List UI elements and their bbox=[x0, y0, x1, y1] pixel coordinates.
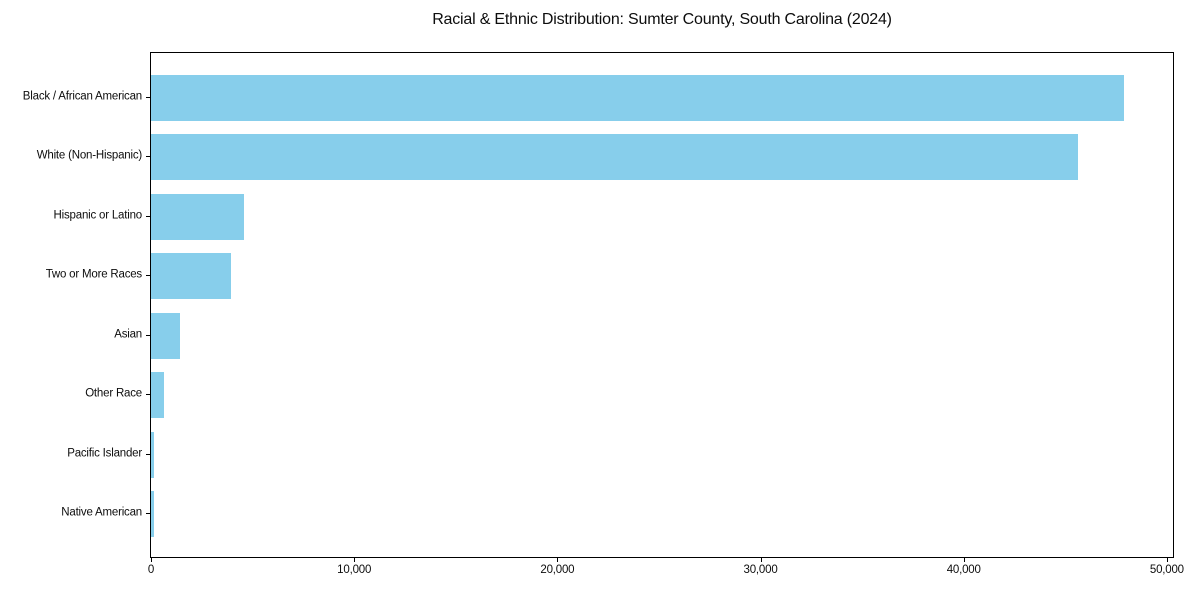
y-tick-label: White (Non-Hispanic) bbox=[36, 149, 142, 162]
x-tick-label: 40,000 bbox=[946, 564, 981, 576]
bar bbox=[151, 134, 1078, 181]
y-tick-mark bbox=[146, 334, 150, 336]
y-tick-label: Pacific Islander bbox=[67, 446, 142, 459]
y-tick-label: Other Race bbox=[85, 387, 142, 400]
x-tick-label: 50,000 bbox=[1149, 564, 1184, 576]
x-tick-mark bbox=[151, 558, 152, 562]
y-tick-mark bbox=[146, 394, 150, 396]
y-tick-mark bbox=[146, 215, 150, 217]
y-tick-label: Native American bbox=[61, 506, 142, 519]
y-tick-mark bbox=[146, 453, 150, 455]
x-tick-mark bbox=[760, 558, 762, 562]
y-tick-label: Asian bbox=[114, 327, 142, 340]
bar bbox=[151, 253, 231, 300]
x-tick-mark bbox=[354, 558, 356, 562]
bar bbox=[151, 75, 1124, 121]
y-tick-mark bbox=[146, 97, 150, 98]
y-tick-mark bbox=[146, 156, 150, 158]
chart-title: Racial & Ethnic Distribution: Sumter Cou… bbox=[432, 11, 892, 28]
y-tick-mark bbox=[146, 513, 150, 514]
bar bbox=[151, 193, 244, 240]
x-tick-label: 10,000 bbox=[337, 564, 372, 576]
bar bbox=[151, 372, 164, 419]
y-tick-mark bbox=[146, 275, 150, 277]
plot-area bbox=[150, 52, 1174, 558]
x-tick-label: 0 bbox=[147, 564, 155, 576]
bar bbox=[151, 312, 180, 359]
x-tick-mark bbox=[963, 558, 965, 562]
bar bbox=[151, 431, 154, 478]
x-tick-mark bbox=[557, 558, 559, 562]
y-tick-label: Hispanic or Latino bbox=[53, 209, 143, 222]
x-tick-label: 20,000 bbox=[540, 564, 575, 576]
y-tick-label: Black / African American bbox=[22, 90, 142, 103]
bar bbox=[151, 491, 154, 537]
x-tick-mark bbox=[1166, 558, 1168, 562]
x-tick-label: 30,000 bbox=[743, 564, 778, 576]
y-tick-label: Two or More Races bbox=[45, 268, 143, 281]
